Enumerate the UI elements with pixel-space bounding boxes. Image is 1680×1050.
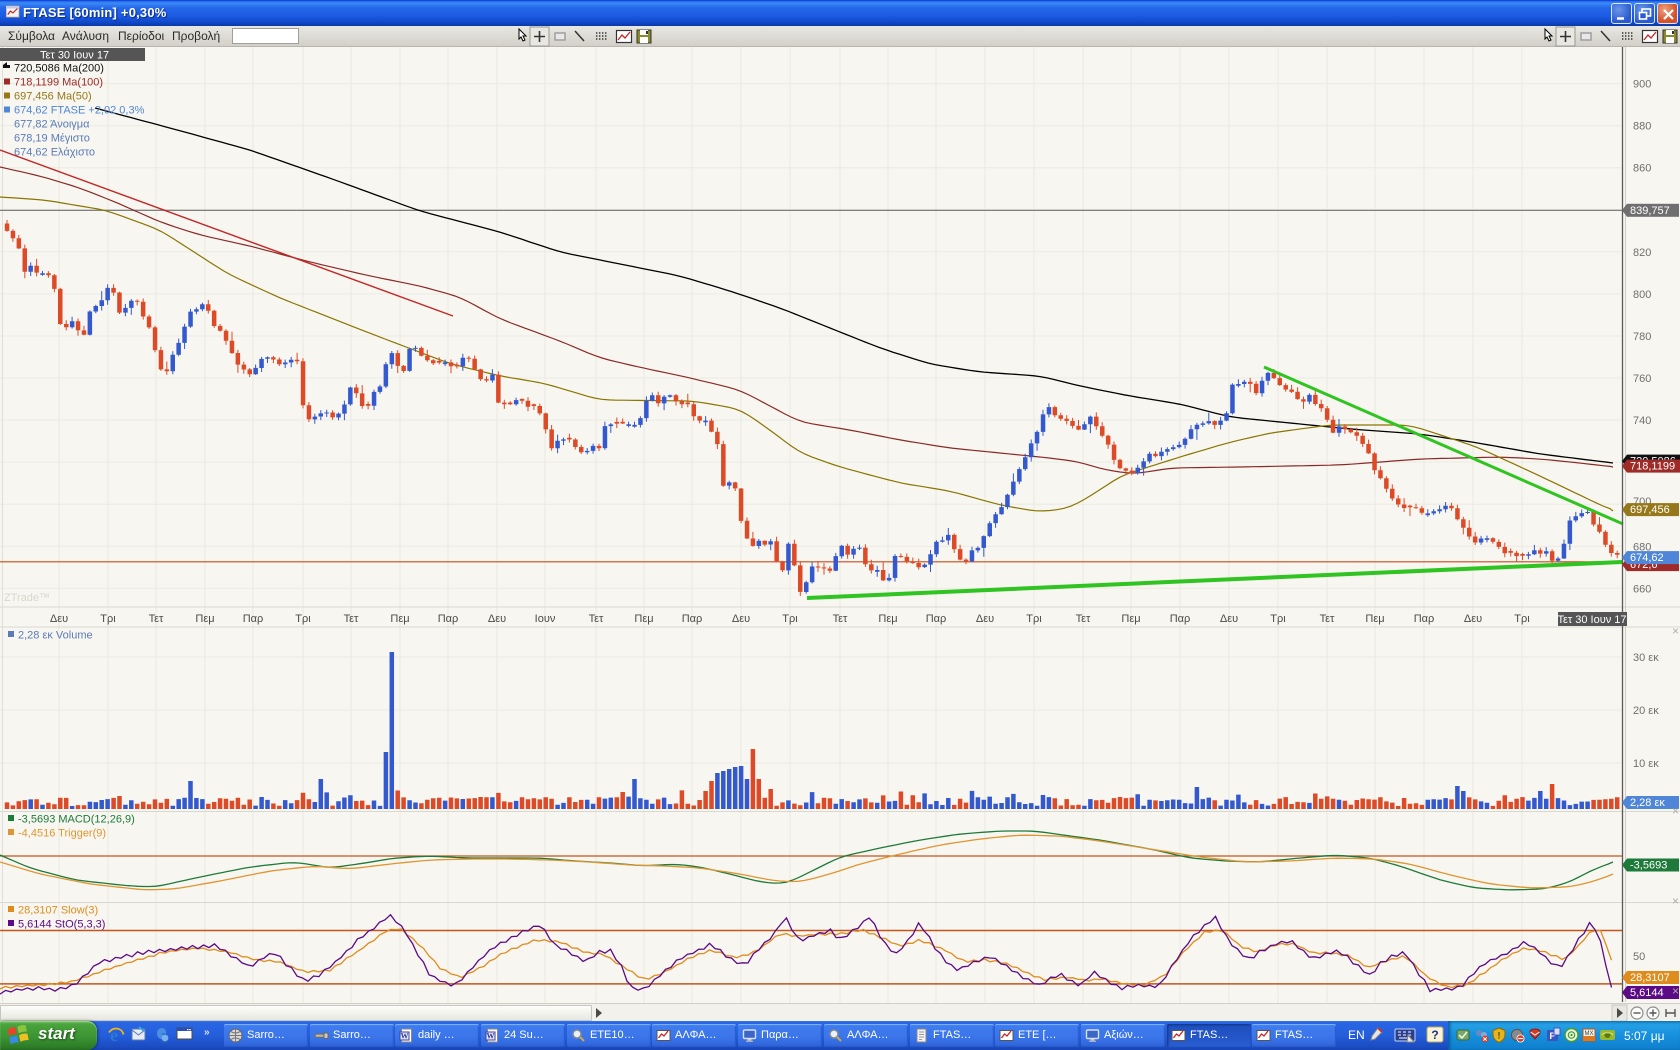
svg-text:Παρ: Παρ [1170, 613, 1191, 625]
svg-text:780: 780 [1633, 331, 1651, 343]
svg-text:880: 880 [1633, 121, 1651, 133]
svg-text:W: W [487, 1032, 495, 1041]
svg-text:Πεμ: Πεμ [195, 613, 214, 625]
svg-text:674,62 Ελάχιστο: 674,62 Ελάχιστο [14, 147, 95, 159]
svg-text:900: 900 [1633, 79, 1651, 91]
svg-text:Τρι: Τρι [1270, 613, 1286, 625]
svg-text:674,62 FTASE +2,02 0,3%: 674,62 FTASE +2,02 0,3% [14, 105, 145, 117]
svg-text:Τρι: Τρι [1026, 613, 1042, 625]
svg-text:Τετ: Τετ [589, 613, 604, 625]
svg-text:Τετ: Τετ [833, 613, 848, 625]
svg-text:Τρι: Τρι [1514, 613, 1530, 625]
svg-text:Δευ: Δευ [1220, 613, 1238, 625]
svg-text:e: e [110, 1025, 118, 1045]
svg-text:720,5086 Ma(200): 720,5086 Ma(200) [14, 63, 104, 75]
svg-text:Δευ: Δευ [1464, 613, 1482, 625]
svg-text:Τρι: Τρι [100, 613, 116, 625]
svg-text:Ιουν: Ιουν [535, 613, 556, 625]
svg-text:50: 50 [1633, 951, 1645, 963]
svg-text:Παρ: Παρ [926, 613, 947, 625]
svg-text:860: 860 [1633, 163, 1651, 175]
svg-text:718,1199: 718,1199 [1630, 461, 1675, 473]
svg-text:Πεμ: Πεμ [390, 613, 409, 625]
svg-text:Παρ: Παρ [1414, 613, 1435, 625]
svg-text:Τετ 30 Ιουν 17: Τετ 30 Ιουν 17 [1557, 614, 1626, 626]
svg-text:×: × [1672, 804, 1679, 818]
svg-text:839,757: 839,757 [1630, 205, 1670, 217]
svg-text:5,6144 StO(5,3,3): 5,6144 StO(5,3,3) [18, 919, 105, 931]
svg-text:Τρι: Τρι [295, 613, 311, 625]
svg-text:660: 660 [1633, 583, 1651, 595]
svg-text:30 εκ: 30 εκ [1633, 652, 1659, 664]
svg-text:Παρ: Παρ [438, 613, 459, 625]
svg-text:×: × [1672, 894, 1679, 908]
svg-text:Δευ: Δευ [488, 613, 506, 625]
svg-text:P: P [1549, 1031, 1555, 1041]
svg-text:Τετ: Τετ [1076, 613, 1091, 625]
svg-text:677,82 Άνοιγμα: 677,82 Άνοιγμα [14, 119, 90, 131]
svg-text:×: × [1672, 984, 1679, 998]
svg-text:!: ! [1498, 1031, 1501, 1041]
svg-text:28,3107: 28,3107 [1630, 972, 1670, 984]
svg-text:Τετ 30 Ιουν 17: Τετ 30 Ιουν 17 [40, 50, 109, 62]
svg-text:697,456 Ma(50): 697,456 Ma(50) [14, 91, 92, 103]
svg-text:×: × [1672, 624, 1679, 638]
svg-text:MX: MX [1585, 1031, 1594, 1037]
svg-text:Τετ: Τετ [1320, 613, 1335, 625]
svg-text:W: W [401, 1032, 409, 1041]
svg-text:-3,5693 MACD(12,26,9): -3,5693 MACD(12,26,9) [18, 814, 135, 826]
svg-text:20 εκ: 20 εκ [1633, 705, 1659, 717]
svg-text:Πεμ: Πεμ [634, 613, 653, 625]
svg-text:ZTrade™: ZTrade™ [4, 592, 50, 604]
svg-text:Δευ: Δευ [732, 613, 750, 625]
svg-text:Πεμ: Πεμ [1365, 613, 1384, 625]
svg-text:Δευ: Δευ [50, 613, 68, 625]
svg-text:10 εκ: 10 εκ [1633, 758, 1659, 770]
svg-text:820: 820 [1633, 247, 1651, 259]
svg-text:Τετ: Τετ [344, 613, 359, 625]
svg-text:2,28 εκ Volume: 2,28 εκ Volume [18, 630, 93, 642]
svg-text:674,62: 674,62 [1630, 552, 1664, 564]
svg-text:2,28 εκ: 2,28 εκ [1630, 797, 1665, 809]
svg-text:Τετ: Τετ [149, 613, 164, 625]
svg-text:678,19 Μέγιστο: 678,19 Μέγιστο [14, 133, 90, 145]
svg-text:Παρ: Παρ [243, 613, 264, 625]
svg-text:718,1199 Ma(100): 718,1199 Ma(100) [14, 77, 103, 89]
svg-text:Πεμ: Πεμ [1121, 613, 1140, 625]
svg-text:740: 740 [1633, 415, 1651, 427]
svg-text:Δευ: Δευ [976, 613, 994, 625]
svg-text:5,6144: 5,6144 [1630, 987, 1664, 999]
svg-text:697,456: 697,456 [1630, 504, 1670, 516]
svg-text:-4,4516 Trigger(9): -4,4516 Trigger(9) [18, 828, 106, 840]
svg-text:-3,5693: -3,5693 [1630, 860, 1667, 872]
svg-text:800: 800 [1633, 289, 1651, 301]
svg-text:760: 760 [1633, 373, 1651, 385]
svg-text:Παρ: Παρ [682, 613, 703, 625]
svg-text:»: » [204, 1027, 210, 1038]
svg-text:Πεμ: Πεμ [878, 613, 897, 625]
svg-text:680: 680 [1633, 541, 1651, 553]
svg-text:Τρι: Τρι [782, 613, 798, 625]
svg-text:28,3107 Slow(3): 28,3107 Slow(3) [18, 905, 98, 917]
svg-text:?: ? [1431, 1028, 1438, 1042]
